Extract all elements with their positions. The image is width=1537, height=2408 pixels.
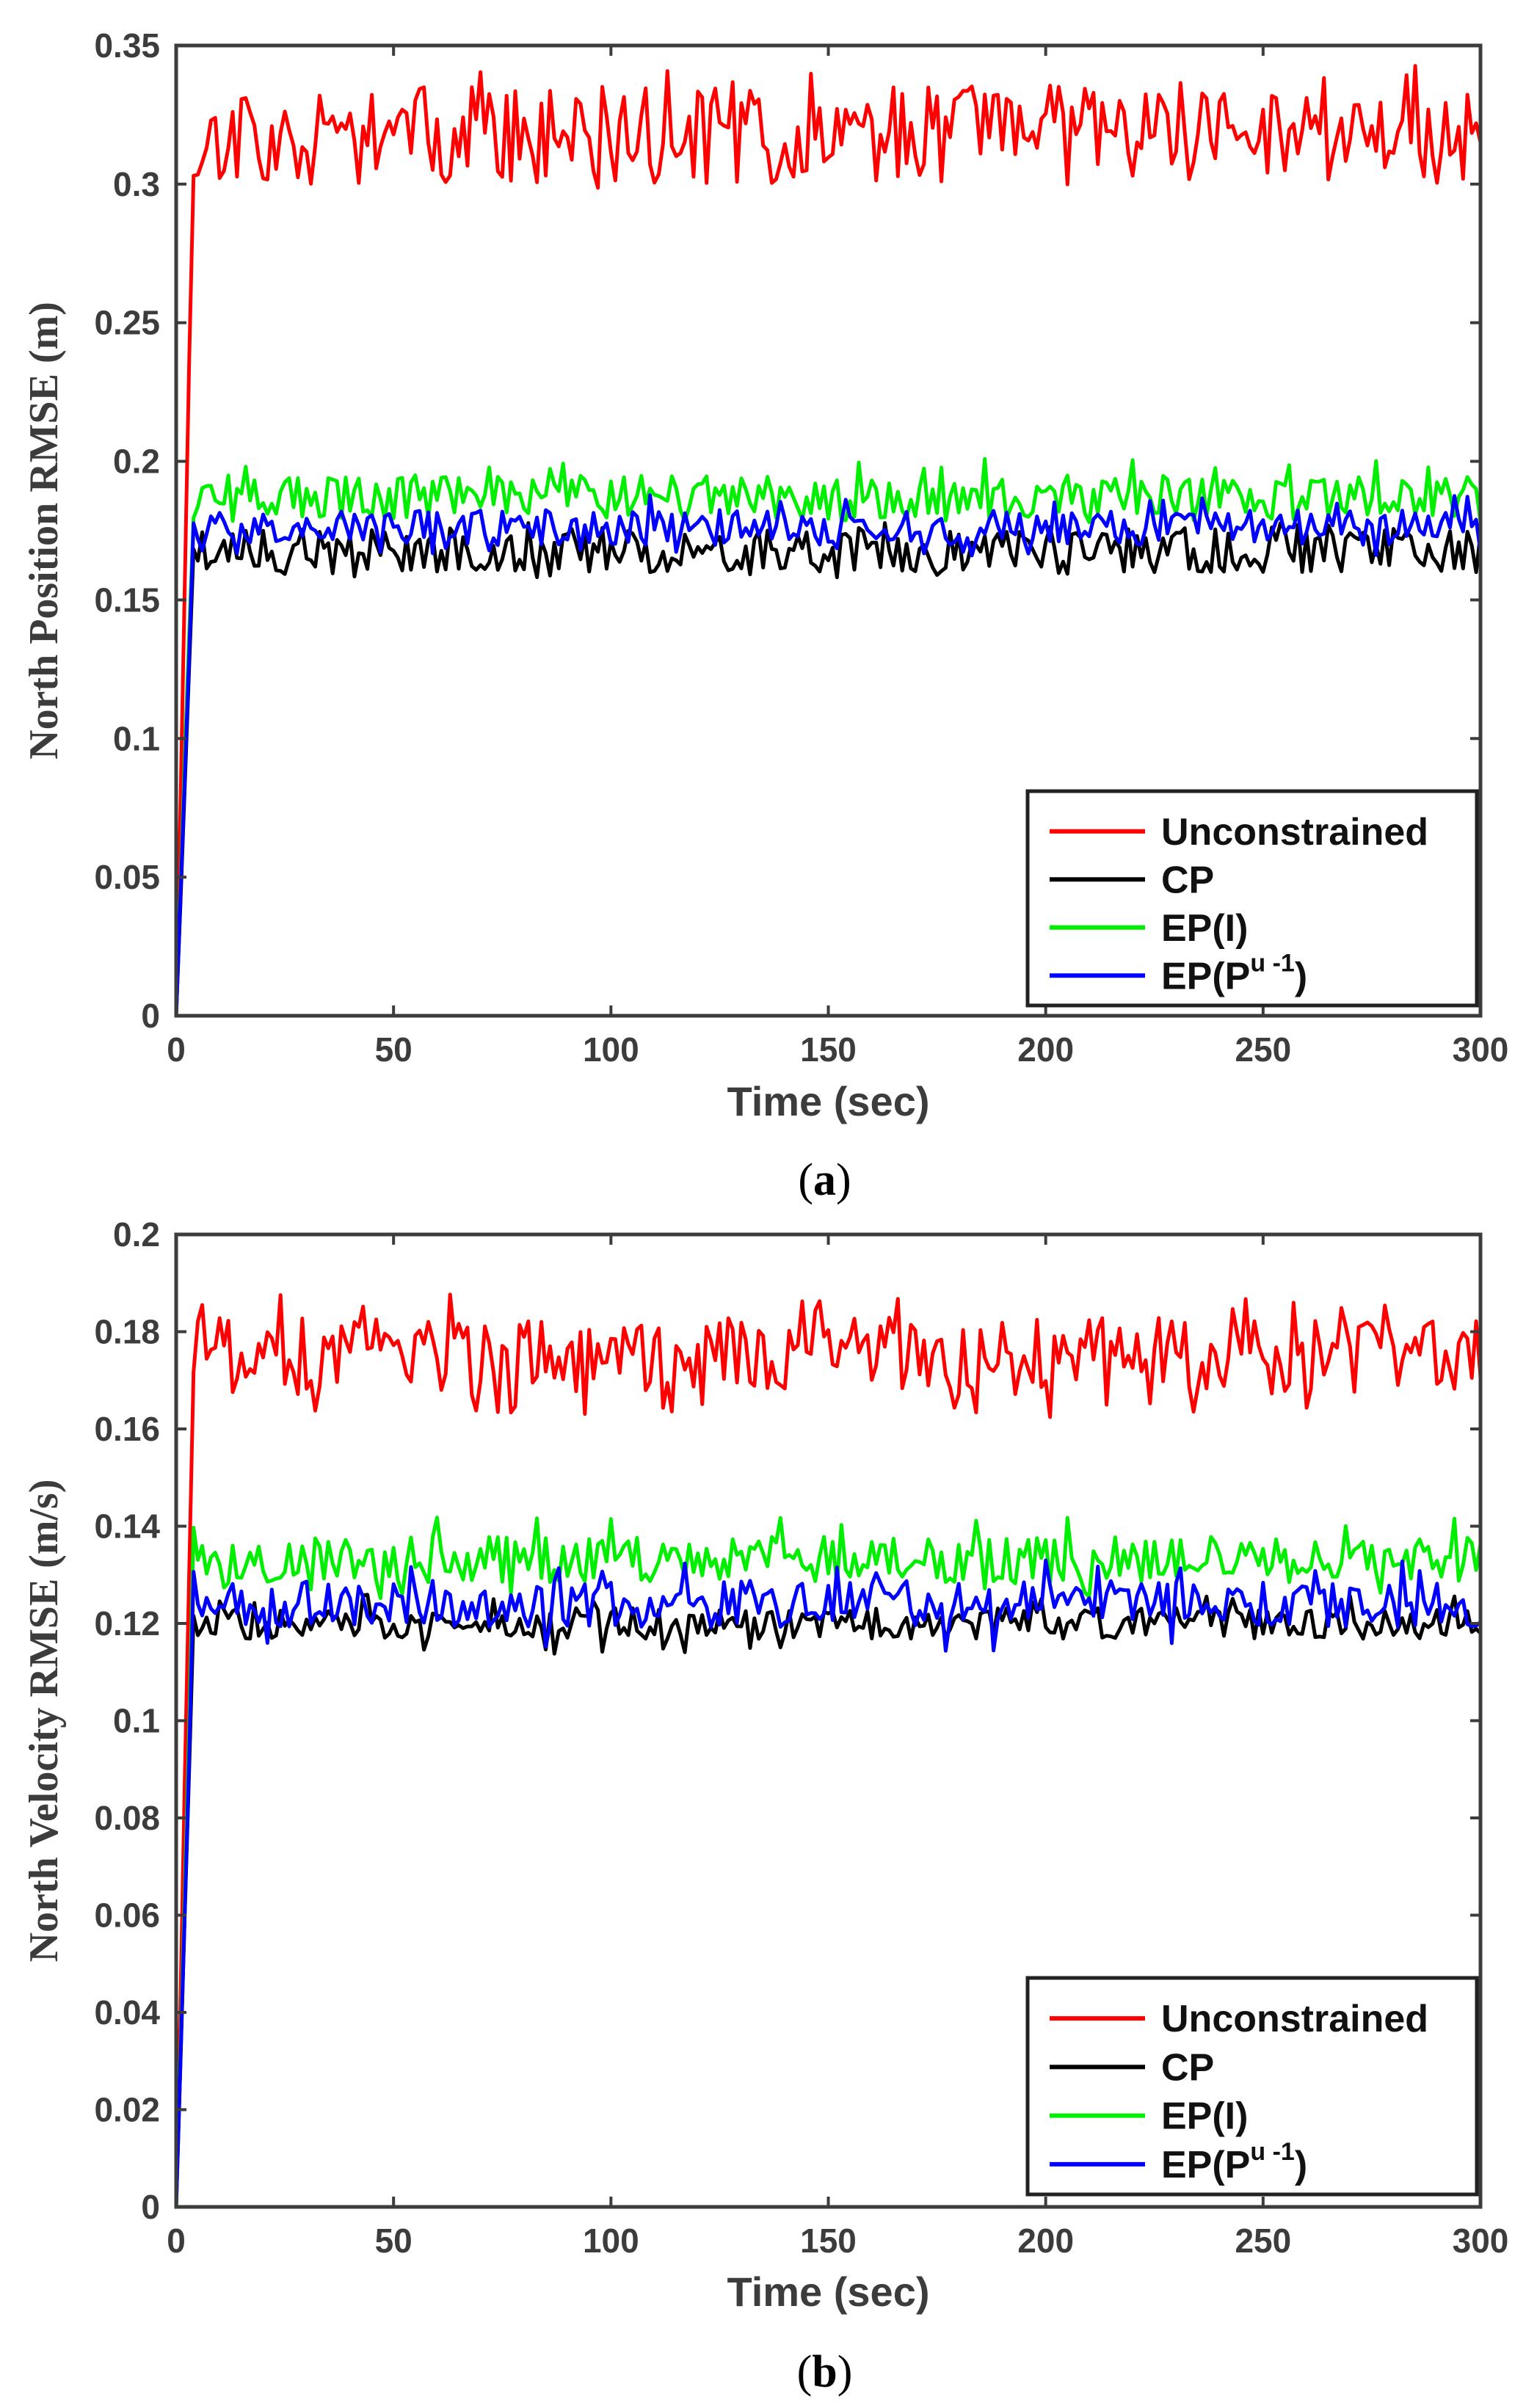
series-line-ep-i- <box>174 1516 1483 2208</box>
x-tick-label: 0 <box>167 1030 186 1069</box>
y-axis-label: North Position RMSE (m) <box>21 302 67 760</box>
figure-caption: (a) <box>798 1155 851 1205</box>
y-tick-label: 0.2 <box>113 443 160 481</box>
legend-label-text: CP <box>1161 2046 1214 2089</box>
x-tick-label: 50 <box>375 2222 413 2260</box>
y-tick-label: 0.06 <box>94 1896 160 1935</box>
legend-label-ep-p-u-1-: EP(Pu -1) <box>1161 2138 1307 2186</box>
series-line-unconstrained <box>174 64 1483 1016</box>
legend-label-superscript: u -1 <box>1250 2138 1294 2166</box>
legend-label-ep-p-u-1-: EP(Pu -1) <box>1161 949 1307 997</box>
series-line-ep-p-u-1- <box>174 493 1483 1016</box>
legend-label-ep-i-: EP(I) <box>1161 2095 1248 2138</box>
caption-close-paren: ) <box>837 2347 853 2397</box>
y-tick-label: 0.02 <box>94 2091 160 2129</box>
legend-label-text: CP <box>1161 859 1214 901</box>
series-line-ep-i- <box>174 456 1483 1016</box>
x-tick-label: 0 <box>167 2222 186 2260</box>
y-tick-label: 0.08 <box>94 1799 160 1837</box>
legend-label-text: EP(P <box>1161 2144 1250 2186</box>
legend-label-text: Unconstrained <box>1161 1998 1428 2040</box>
y-tick-label: 0.35 <box>94 26 160 65</box>
chart-panel-b: 0 50 100 150 200 250 300 0 0.02 0.04 0.06 0.08 0.1 0.… <box>21 1215 1508 2397</box>
legend-label-unconstrained: Unconstrained <box>1161 1998 1428 2040</box>
y-axis-label: North Velocity RMSE (m/s) <box>21 1480 67 1963</box>
legend-box <box>1025 789 1479 1008</box>
x-tick-label: 100 <box>583 1030 639 1069</box>
caption-letter: b <box>812 2347 837 2397</box>
y-tick-label: 0.2 <box>113 1215 160 1254</box>
y-tick-label: 0.15 <box>94 581 160 619</box>
caption-open-paren: ( <box>798 1155 813 1205</box>
series-line-cp <box>174 521 1483 1016</box>
figure-caption: (b) <box>797 2347 853 2397</box>
legend-label-ep-i-: EP(I) <box>1161 907 1248 950</box>
y-tick-label: 0.12 <box>94 1604 160 1643</box>
x-tick-label: 300 <box>1453 2222 1509 2260</box>
legend-label-close: ) <box>1295 955 1307 997</box>
y-tick-label: 0.04 <box>94 1993 160 2031</box>
y-tick-label: 0 <box>141 2188 160 2226</box>
legend-label-text: Unconstrained <box>1161 811 1428 854</box>
legend-label-cp: CP <box>1161 2046 1214 2089</box>
y-tick-label: 0.05 <box>94 858 160 896</box>
x-tick-label: 200 <box>1017 1030 1074 1069</box>
x-tick-label: 150 <box>800 1030 857 1069</box>
series-line-unconstrained <box>174 1292 1483 2208</box>
legend-label-text: EP(P <box>1161 955 1250 997</box>
x-tick-label: 250 <box>1235 2222 1291 2260</box>
x-tick-label: 100 <box>583 2222 639 2260</box>
series-line-ep-p-u-1- <box>174 1558 1482 2208</box>
legend-label-text: EP(I) <box>1161 2095 1248 2138</box>
caption-open-paren: ( <box>797 2347 813 2397</box>
series-line-cp <box>174 1593 1482 2208</box>
caption-close-paren: ) <box>836 1155 851 1205</box>
x-tick-label: 50 <box>375 1030 413 1069</box>
legend-label-unconstrained: Unconstrained <box>1161 811 1428 854</box>
y-tick-label: 0 <box>141 997 160 1035</box>
legend-label-text: EP(I) <box>1161 907 1248 950</box>
x-tick-label: 300 <box>1453 1030 1509 1069</box>
y-tick-label: 0.18 <box>94 1313 160 1351</box>
x-tick-label: 250 <box>1235 1030 1291 1069</box>
legend-label-close: ) <box>1295 2144 1307 2186</box>
y-tick-label: 0.3 <box>113 165 160 203</box>
x-tick-label: 150 <box>800 2222 857 2260</box>
y-tick-label: 0.16 <box>94 1410 160 1448</box>
chart-panel-a: 0 50 100 150 200 250 300 0 0.05 0.1 0.15 0.2 0.25 0.3… <box>21 26 1508 1205</box>
y-tick-label: 0.1 <box>113 1702 160 1740</box>
legend-label-cp: CP <box>1161 859 1214 901</box>
x-axis-label: Time (sec) <box>727 1078 930 1124</box>
legend-label-superscript: u -1 <box>1250 949 1294 977</box>
y-tick-label: 0.25 <box>94 304 160 342</box>
legend-box <box>1025 1976 1479 2197</box>
x-axis-label: Time (sec) <box>727 2269 930 2315</box>
x-tick-label: 200 <box>1017 2222 1074 2260</box>
caption-letter: a <box>813 1155 836 1205</box>
y-tick-label: 0.1 <box>113 719 160 757</box>
y-tick-label: 0.14 <box>94 1507 160 1546</box>
